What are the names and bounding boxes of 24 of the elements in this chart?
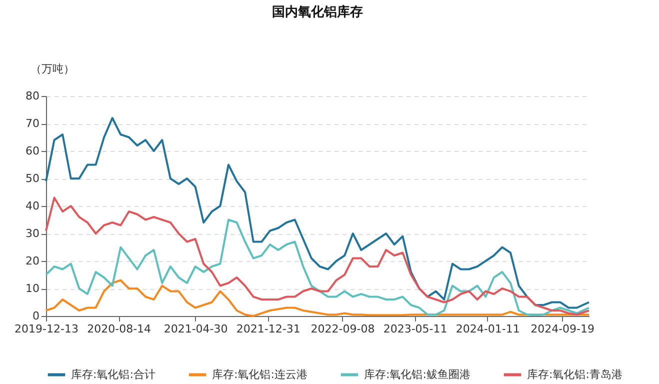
x-tick-label: 2020-08-14 xyxy=(87,322,152,336)
x-tick-label: 2023-05-11 xyxy=(383,322,448,336)
y-tick-label: 0 xyxy=(32,310,40,322)
legend-label: 库存:氧化铝:连云港 xyxy=(212,368,308,381)
y-tick-label: 80 xyxy=(26,90,40,102)
x-tick-label: 2019-12-13 xyxy=(14,322,78,336)
y-tick-label: 40 xyxy=(26,200,40,212)
y-axis-title: （万吨） xyxy=(30,62,74,76)
x-tick-label: 2022-09-08 xyxy=(310,322,375,336)
legend-label: 库存:氧化铝:鲅鱼圈港 xyxy=(364,368,470,381)
y-tick-label: 60 xyxy=(26,144,40,158)
line-series xyxy=(45,117,590,309)
legend-label: 库存:氧化铝:合计 xyxy=(71,368,156,381)
chart-title: 国内氧化铝库存 xyxy=(272,4,363,20)
x-tick-label: 2024-01-11 xyxy=(456,322,520,336)
y-tick-label: 50 xyxy=(26,172,40,185)
legend-label: 库存:氧化铝:青岛港 xyxy=(527,368,622,381)
x-tick-label: 2021-04-30 xyxy=(164,322,228,336)
x-tick-label: 2024-09-19 xyxy=(530,322,595,336)
x-tick-label: 2021-12-31 xyxy=(236,322,300,336)
y-tick-label: 20 xyxy=(26,254,40,268)
y-tick-label: 30 xyxy=(26,227,40,240)
y-tick-label: 10 xyxy=(26,282,40,295)
y-tick-label: 70 xyxy=(26,117,40,130)
